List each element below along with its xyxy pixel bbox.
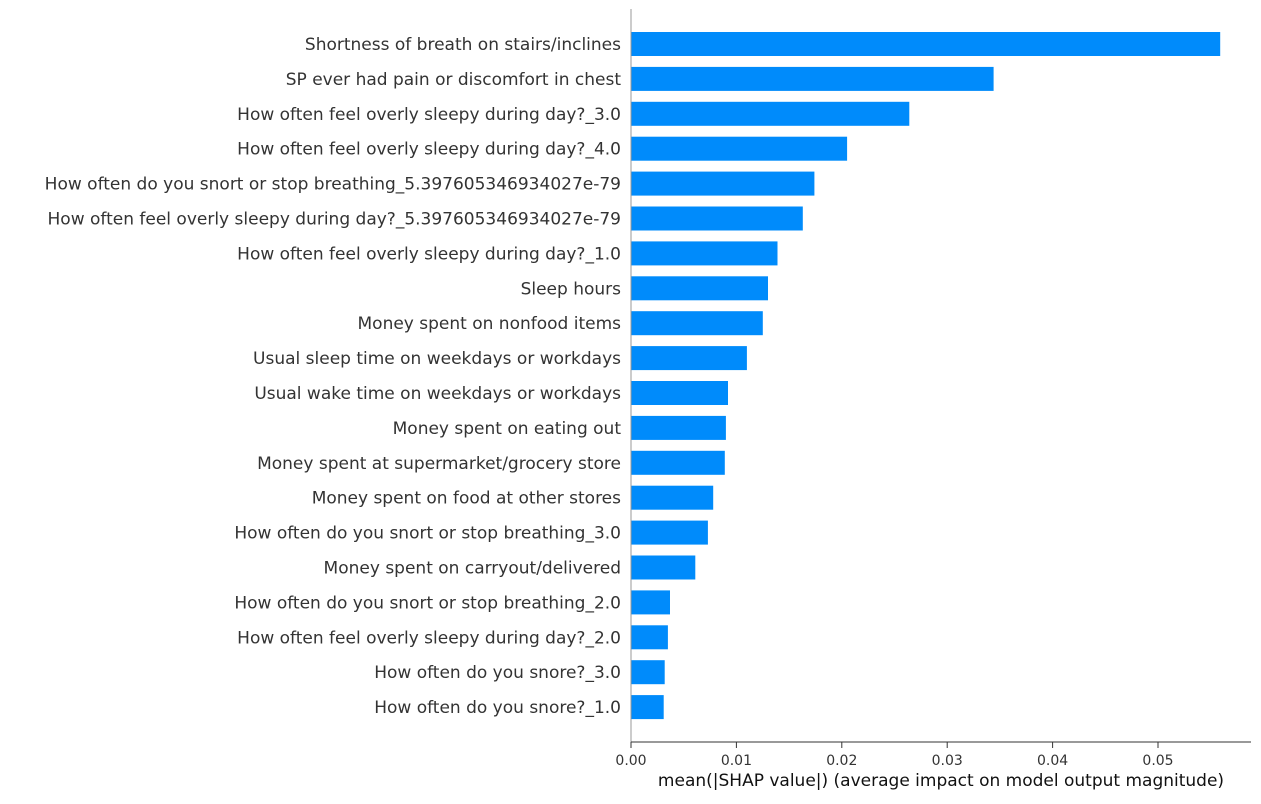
bar-7 [631,276,768,301]
category-label-19: How often do you snore?_1.0 [374,698,621,718]
bar-2 [631,101,910,126]
bar-14 [631,520,708,545]
x-axis-title: mean(|SHAP value|) (average impact on mo… [658,771,1224,791]
category-label-8: Money spent on nonfood items [358,314,622,334]
bar-5 [631,206,803,231]
x-tick-label-5: 0.05 [1142,753,1173,769]
x-tick-label-3: 0.03 [932,753,963,769]
x-tick-label-1: 0.01 [721,753,752,769]
category-label-12: Money spent at supermarket/grocery store [257,454,621,474]
category-label-3: How often feel overly sleepy during day?… [237,140,621,160]
bar-6 [631,241,778,266]
bar-10 [631,381,728,405]
bar-18 [631,660,665,685]
x-ticks-layer: 0.00 0.01 0.02 0.03 0.04 0.05 [615,742,1174,769]
bar-11 [631,415,726,440]
category-label-5: How often feel overly sleepy during day?… [48,210,621,230]
category-label-9: Usual sleep time on weekdays or workdays [253,349,621,369]
category-label-18: How often do you snore?_3.0 [374,663,621,683]
category-label-13: Money spent on food at other stores [312,489,621,509]
category-label-7: Sleep hours [521,279,622,299]
category-label-4: How often do you snort or stop breathing… [45,175,621,195]
category-label-1: SP ever had pain or discomfort in chest [286,70,622,90]
bar-8 [631,311,763,336]
category-label-14: How often do you snort or stop breathing… [234,524,621,544]
bar-1 [631,66,994,91]
bar-4 [631,171,815,196]
bar-13 [631,485,714,510]
category-label-10: Usual wake time on weekdays or workdays [254,384,621,404]
bar-19 [631,695,664,720]
category-label-11: Money spent on eating out [393,419,622,439]
category-label-0: Shortness of breath on stairs/inclines [305,35,621,55]
bars-layer [631,32,1221,720]
x-tick-label-0: 0.00 [615,753,646,769]
category-label-15: Money spent on carryout/delivered [324,559,621,579]
category-label-17: How often feel overly sleepy during day?… [237,628,621,648]
category-labels-layer: Shortness of breath on stairs/inclines SP… [45,35,622,718]
bar-16 [631,590,670,615]
bar-12 [631,450,725,475]
bar-3 [631,136,848,161]
category-label-16: How often do you snort or stop breathing… [234,593,621,613]
bar-17 [631,625,668,650]
bar-15 [631,555,696,580]
category-label-6: How often feel overly sleepy during day?… [237,244,621,264]
bar-0 [631,32,1221,56]
category-label-2: How often feel overly sleepy during day?… [237,105,621,125]
x-tick-label-4: 0.04 [1037,753,1068,769]
x-tick-label-2: 0.02 [826,753,857,769]
bar-9 [631,346,747,371]
